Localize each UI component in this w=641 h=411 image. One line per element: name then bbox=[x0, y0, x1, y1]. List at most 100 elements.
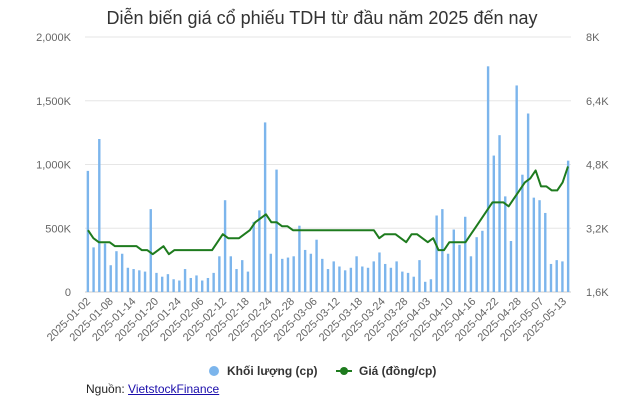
volume-bar bbox=[298, 225, 301, 292]
volume-bar bbox=[378, 252, 381, 292]
volume-bar bbox=[515, 85, 518, 292]
gridlines bbox=[85, 36, 571, 293]
price-line bbox=[87, 166, 569, 256]
volume-bar bbox=[246, 271, 250, 292]
volume-bar bbox=[509, 241, 513, 292]
left-axis-ticks: 0 500K 1,000K 1,500K 2,000K bbox=[36, 32, 72, 299]
volume-bar bbox=[343, 270, 347, 292]
volume-bar bbox=[275, 169, 278, 292]
chart-title: Diễn biến giá cổ phiếu TDH từ đầu năm 20… bbox=[107, 7, 538, 28]
legend-item-price[interactable]: Giá (đồng/cp) bbox=[336, 364, 436, 378]
volume-bar bbox=[446, 253, 450, 292]
volume-bar bbox=[544, 212, 547, 292]
volume-bar bbox=[321, 258, 324, 292]
volume-bar bbox=[349, 267, 353, 292]
volume-bar bbox=[498, 135, 501, 292]
volume-bar bbox=[332, 261, 335, 292]
right-axis-ticks: 1,6K 3,2K 4,8K 6,4K 8K bbox=[586, 32, 609, 299]
source-label: Nguồn: bbox=[86, 382, 125, 396]
volume-bar bbox=[372, 261, 375, 292]
y-right-tick-label: 1,6K bbox=[586, 287, 609, 299]
volume-bar bbox=[309, 253, 313, 292]
volume-bar bbox=[303, 249, 307, 292]
legend: Khối lượng (cp) Giá (đồng/cp) bbox=[209, 364, 436, 378]
volume-bar bbox=[492, 155, 496, 292]
volume-bar bbox=[103, 243, 107, 292]
volume-bar bbox=[132, 269, 135, 292]
volume-bar bbox=[469, 256, 473, 292]
volume-bar bbox=[361, 266, 364, 292]
volume-bar bbox=[366, 267, 370, 292]
volume-bar bbox=[481, 230, 484, 292]
volume-bar bbox=[189, 277, 192, 292]
legend-item-volume[interactable]: Khối lượng (cp) bbox=[209, 364, 318, 378]
y-right-tick-label: 6,4K bbox=[586, 96, 609, 108]
volume-bar bbox=[195, 275, 198, 292]
volume-bar bbox=[532, 197, 536, 292]
volume-bar bbox=[223, 200, 227, 292]
volume-bar bbox=[355, 256, 358, 292]
volume-bar bbox=[549, 263, 553, 292]
volume-bar bbox=[292, 256, 295, 292]
volume-bar bbox=[252, 221, 255, 293]
volume-bar bbox=[109, 265, 112, 292]
volume-bar bbox=[389, 267, 393, 292]
volume-bar bbox=[229, 256, 232, 292]
volume-bar bbox=[166, 274, 170, 292]
volume-bar bbox=[263, 122, 267, 292]
volume-bar bbox=[206, 277, 210, 292]
volume-bar bbox=[486, 66, 490, 292]
volume-bar bbox=[258, 210, 261, 292]
volume-bar bbox=[115, 251, 118, 292]
volume-bar bbox=[555, 260, 558, 293]
volume-bar bbox=[401, 271, 404, 292]
y-left-tick-label: 0 bbox=[65, 287, 71, 299]
y-right-tick-label: 4,8K bbox=[586, 160, 609, 172]
x-axis-ticks: 2025-01-022025-01-082025-01-142025-01-20… bbox=[45, 296, 569, 344]
y-left-tick-label: 2,000K bbox=[36, 32, 72, 44]
volume-bar bbox=[269, 253, 273, 292]
legend-volume-marker bbox=[209, 366, 219, 376]
volume-bar bbox=[475, 237, 478, 292]
volume-bar bbox=[418, 260, 421, 293]
volume-bar bbox=[395, 261, 398, 292]
volume-bar bbox=[218, 256, 221, 292]
volume-bar bbox=[412, 276, 415, 292]
volume-bar bbox=[149, 209, 152, 293]
volume-bar bbox=[338, 266, 341, 292]
volume-bar bbox=[424, 281, 427, 292]
volume-bar bbox=[464, 216, 467, 292]
volume-bar bbox=[241, 260, 244, 293]
volume-bar bbox=[406, 272, 410, 293]
volume-bar bbox=[326, 269, 330, 292]
volume-bar bbox=[143, 271, 147, 292]
volume-bar bbox=[212, 272, 215, 293]
volume-bar bbox=[315, 239, 318, 292]
volume-bar bbox=[458, 244, 461, 292]
volume-bar bbox=[504, 196, 507, 293]
y-right-tick-label: 3,2K bbox=[586, 223, 609, 235]
source-note: Nguồn: VietstockFinance bbox=[86, 382, 219, 396]
y-left-tick-label: 1,000K bbox=[36, 160, 72, 172]
volume-bar bbox=[452, 229, 455, 292]
volume-bar bbox=[561, 261, 564, 292]
source-link[interactable]: VietstockFinance bbox=[128, 382, 220, 396]
volume-bar bbox=[155, 272, 158, 293]
volume-bar bbox=[286, 257, 290, 292]
y-left-tick-label: 500K bbox=[45, 223, 71, 235]
volume-bar bbox=[383, 263, 387, 292]
volume-bar bbox=[526, 113, 530, 292]
volume-bar bbox=[126, 267, 130, 292]
volume-bar bbox=[201, 280, 204, 292]
legend-price-label: Giá (đồng/cp) bbox=[359, 364, 436, 378]
price-line-group bbox=[87, 166, 569, 256]
volume-bar bbox=[178, 280, 181, 292]
legend-volume-label: Khối lượng (cp) bbox=[227, 364, 318, 378]
volume-bar bbox=[172, 279, 175, 292]
volume-bar bbox=[435, 215, 438, 292]
volume-bar bbox=[138, 270, 141, 292]
volume-bar bbox=[538, 200, 541, 292]
volume-bar bbox=[92, 247, 95, 293]
volume-bar bbox=[521, 174, 524, 292]
y-left-tick-label: 1,500K bbox=[36, 96, 72, 108]
